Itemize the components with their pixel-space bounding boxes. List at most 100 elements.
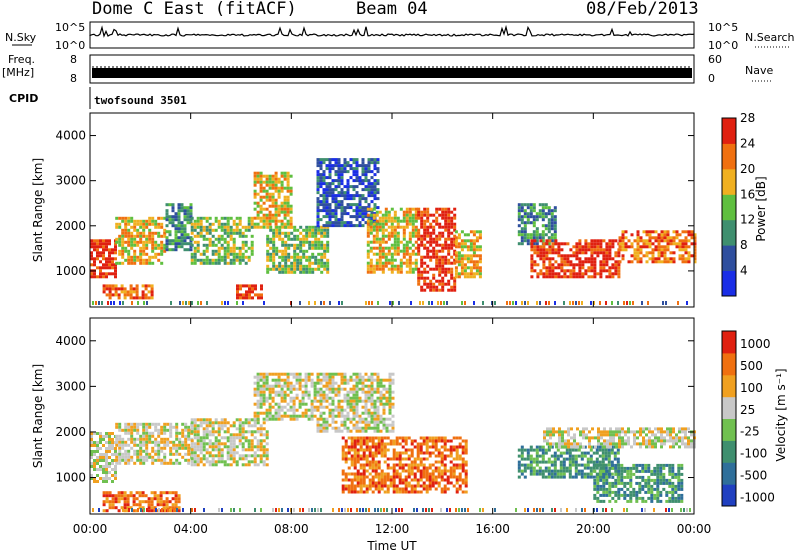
colorbar-swatch bbox=[722, 440, 736, 463]
cpid-label: CPID bbox=[9, 92, 38, 105]
y-tick-label: 1000 bbox=[55, 264, 86, 278]
colorbar-tick-label: 20 bbox=[740, 162, 755, 176]
freq-label: Freq. bbox=[8, 53, 35, 66]
time-x-ticks: 00:00 04:00 08:00 12:00 16:00 20:00 00:00 bbox=[73, 113, 711, 536]
noise-trace bbox=[89, 24, 695, 38]
colorbar-tick-label: -25 bbox=[740, 425, 760, 439]
colorbar-tick-label: 25 bbox=[740, 403, 755, 417]
echo-region bbox=[236, 284, 263, 300]
power-ylabel: Slant Range [km] bbox=[31, 158, 45, 262]
freq-unit: [MHz] bbox=[2, 66, 34, 79]
cpid-value: twofsound 3501 bbox=[94, 94, 187, 107]
echo-region bbox=[115, 216, 167, 265]
freq-panel-frame bbox=[89, 54, 695, 84]
station-title: Dome C East (fitACF) bbox=[92, 0, 297, 19]
colorbar-frame bbox=[721, 117, 737, 297]
velocity-colorbar: 1000 500 100 25 -25 -100 -500 -1000 bbox=[721, 330, 775, 507]
echo-region bbox=[266, 225, 330, 274]
y-tick-label: 2000 bbox=[55, 425, 86, 439]
time-xlabel: Time UT bbox=[366, 539, 417, 553]
nave-label: Nave bbox=[745, 64, 773, 77]
echo-region bbox=[316, 158, 380, 228]
colorbar-swatch bbox=[722, 352, 736, 376]
colorbar-swatch bbox=[722, 418, 736, 441]
colorbar-tick-label: 4 bbox=[740, 264, 748, 278]
colorbar-tick-label: 12 bbox=[740, 213, 755, 227]
freq-tick-top: 8 bbox=[70, 53, 77, 66]
x-tick-label: 12:00 bbox=[375, 522, 410, 536]
echo-region bbox=[366, 207, 418, 274]
colorbar-swatch bbox=[722, 168, 736, 195]
echo-region bbox=[543, 427, 696, 449]
y-tick-label: 3000 bbox=[55, 379, 86, 393]
echo-region bbox=[90, 432, 117, 483]
echo-region bbox=[253, 171, 293, 229]
colorbar-swatch bbox=[722, 194, 736, 221]
nave-tick-top: 60 bbox=[708, 53, 722, 66]
echo-region bbox=[190, 418, 269, 467]
colorbar-tick-label: 100 bbox=[740, 381, 763, 395]
echo-region bbox=[530, 239, 621, 279]
colorbar-tick-label: -100 bbox=[740, 447, 767, 461]
power-colorbar-label: Power [dB] bbox=[754, 176, 768, 241]
colorbar-swatch bbox=[722, 245, 736, 271]
echo-region bbox=[253, 372, 317, 421]
colorbar-swatch bbox=[722, 462, 736, 485]
x-tick-label: 08:00 bbox=[274, 522, 309, 536]
date-title: 08/Feb/2013 bbox=[586, 0, 699, 19]
velocity-colorbar-label: Velocity [m s⁻¹] bbox=[774, 368, 788, 461]
echo-region bbox=[102, 284, 154, 300]
y-tick-label: 4000 bbox=[55, 129, 86, 143]
colorbar-swatch bbox=[722, 219, 736, 246]
colorbar-tick-label: 500 bbox=[740, 359, 763, 373]
near-range-speckle bbox=[92, 508, 691, 512]
echo-region bbox=[190, 216, 254, 265]
noise-tick-left-bottom: 10^0 bbox=[55, 39, 85, 52]
beam-title: Beam 04 bbox=[356, 0, 428, 19]
colorbar-tick-label: 24 bbox=[740, 136, 755, 150]
nsearch-label: N.Search bbox=[745, 31, 795, 44]
velocity-echo-layer bbox=[90, 372, 696, 513]
near-range-speckle bbox=[92, 301, 688, 305]
echo-region bbox=[341, 436, 468, 494]
echo-region bbox=[102, 491, 181, 513]
colorbar-swatch bbox=[722, 270, 736, 297]
y-tick-label: 3000 bbox=[55, 174, 86, 188]
noise-tick-left-top: 10^5 bbox=[55, 21, 85, 34]
power-echo-layer bbox=[90, 158, 697, 305]
colorbar-swatch bbox=[722, 143, 736, 170]
colorbar-swatch bbox=[722, 484, 736, 507]
x-tick-label: 16:00 bbox=[475, 522, 510, 536]
colorbar-tick-label: -1000 bbox=[740, 490, 775, 504]
freq-tick-bottom: 8 bbox=[70, 72, 77, 85]
y-tick-label: 1000 bbox=[55, 471, 86, 485]
power-y-ticks: 1000 2000 3000 4000 bbox=[55, 129, 694, 278]
x-tick-label: 04:00 bbox=[173, 522, 208, 536]
colorbar-tick-label: 1000 bbox=[740, 337, 771, 351]
echo-region bbox=[165, 203, 193, 252]
y-tick-label: 4000 bbox=[55, 334, 86, 348]
echo-region bbox=[593, 463, 684, 503]
y-tick-label: 2000 bbox=[55, 219, 86, 233]
x-tick-label: 00:00 bbox=[73, 522, 108, 536]
echo-region bbox=[517, 445, 620, 479]
colorbar-swatch bbox=[722, 118, 736, 144]
colorbar-frame bbox=[721, 330, 737, 507]
colorbar-tick-label: 16 bbox=[740, 187, 755, 201]
noise-tick-right-top: 10^5 bbox=[708, 21, 738, 34]
echo-region bbox=[454, 230, 482, 279]
velocity-y-ticks: 1000 2000 3000 4000 bbox=[55, 334, 694, 485]
colorbar-swatch bbox=[722, 331, 736, 354]
echo-region bbox=[517, 203, 557, 246]
colorbar-tick-label: 28 bbox=[740, 111, 755, 125]
power-colorbar: 4 8 12 16 20 24 28 bbox=[721, 111, 755, 297]
echo-region bbox=[115, 422, 194, 465]
colorbar-tick-label: 8 bbox=[740, 238, 748, 252]
x-tick-label: 20:00 bbox=[576, 522, 611, 536]
colorbar-swatch bbox=[722, 396, 736, 419]
echo-region bbox=[618, 230, 697, 264]
nsky-label: N.Sky bbox=[5, 31, 37, 44]
echo-region bbox=[316, 372, 395, 433]
